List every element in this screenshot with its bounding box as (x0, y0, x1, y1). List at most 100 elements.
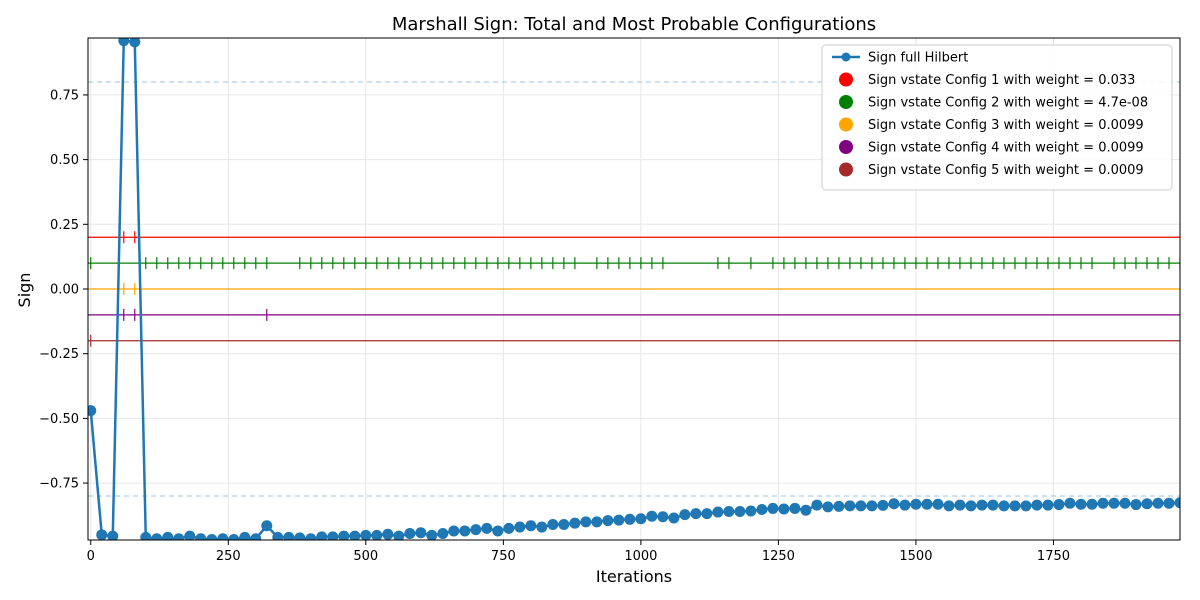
full-hilbert-point (778, 503, 790, 515)
full-hilbert-point (910, 498, 922, 510)
full-hilbert-point (250, 533, 262, 540)
y-tick-label: 0.75 (50, 88, 79, 103)
x-tick-label: 1500 (899, 549, 932, 564)
full-hilbert-point (888, 498, 900, 510)
full-hilbert-point (723, 506, 735, 518)
legend-label-full-hilbert: Sign full Hilbert (868, 51, 968, 66)
full-hilbert-point (800, 504, 812, 516)
plot-series-group (88, 38, 1180, 540)
full-hilbert-point (140, 531, 152, 540)
full-hilbert-point (437, 528, 449, 540)
full-hilbert-point (899, 499, 911, 511)
full-hilbert-point (580, 516, 592, 528)
full-hilbert-point (305, 533, 317, 540)
full-hilbert-point (88, 405, 97, 417)
full-hilbert-point (393, 530, 405, 540)
x-tick-label: 1250 (762, 549, 795, 564)
full-hilbert-point (371, 529, 383, 540)
full-hilbert-line (89, 39, 1180, 540)
full-hilbert-point (239, 531, 251, 540)
y-tick-label: −0.75 (39, 477, 79, 492)
full-hilbert-point (624, 513, 636, 525)
x-tick-label: 250 (216, 549, 241, 564)
full-hilbert-point (558, 518, 570, 530)
full-hilbert-point (877, 499, 889, 511)
full-hilbert-point (162, 531, 174, 540)
full-hilbert-point (492, 525, 504, 537)
full-hilbert-point (470, 524, 482, 536)
full-hilbert-point (690, 508, 702, 520)
chart-legend: Sign full Hilbert Sign vstate Config 1 wi… (821, 44, 1173, 191)
full-hilbert-point (184, 530, 196, 540)
x-tick-label: 1750 (1037, 549, 1070, 564)
full-hilbert-point (1174, 497, 1180, 509)
legend-marker-config-2 (839, 95, 853, 109)
full-hilbert-point (536, 521, 548, 533)
full-hilbert-point (712, 506, 724, 518)
full-hilbert-point (701, 508, 713, 520)
legend-marker-full-hilbert (841, 52, 851, 62)
full-hilbert-point (316, 531, 328, 540)
full-hilbert-point (327, 531, 339, 540)
x-tick-label: 750 (491, 549, 516, 564)
full-hilbert-point (679, 509, 691, 521)
chart-title: Marshall Sign: Total and Most Probable C… (392, 14, 876, 35)
full-hilbert-point (547, 518, 559, 530)
full-hilbert-point (668, 512, 680, 524)
legend-label-config-2: Sign vstate Config 2 with weight = 4.7e-… (868, 96, 1148, 111)
axis-ticks: 0 250 500 750 1000 1250 1500 1750 −0.75 −0.50 −0.2… (39, 88, 1070, 564)
legend-marker-config-3 (839, 117, 853, 132)
full-hilbert-point (1130, 499, 1142, 511)
full-hilbert-point (1097, 497, 1109, 509)
full-hilbert-point (734, 506, 746, 518)
legend-marker-config-5 (839, 162, 853, 177)
y-tick-label: 0.25 (50, 218, 79, 233)
plot-area (88, 38, 1180, 540)
legend-marker-config-4 (839, 140, 853, 154)
full-hilbert-point (173, 533, 185, 540)
full-hilbert-point (349, 530, 361, 540)
full-hilbert-point (206, 533, 218, 540)
full-hilbert-point (415, 527, 427, 539)
full-hilbert-point (1064, 497, 1076, 509)
full-hilbert-point (954, 499, 966, 511)
full-hilbert-point (965, 500, 977, 512)
full-hilbert-point (195, 533, 207, 540)
full-hilbert-point (1009, 500, 1021, 512)
full-hilbert-point (261, 520, 273, 532)
full-hilbert-point (1152, 497, 1164, 509)
full-hilbert-point (646, 510, 658, 522)
full-hilbert-point (338, 530, 350, 540)
full-hilbert-point (998, 500, 1010, 512)
full-hilbert-point (1119, 497, 1131, 509)
full-hilbert-point (1086, 498, 1098, 510)
full-hilbert-point (602, 515, 614, 527)
full-hilbert-point (635, 513, 647, 525)
full-hilbert-point (382, 528, 394, 540)
full-hilbert-point (228, 533, 240, 540)
full-hilbert-point (943, 500, 955, 512)
full-hilbert-point (811, 499, 823, 511)
y-tick-label: 0.00 (50, 283, 79, 298)
full-hilbert-point (525, 520, 537, 532)
full-hilbert-point (272, 531, 284, 540)
full-hilbert-point (514, 521, 526, 533)
full-hilbert-point (866, 500, 878, 512)
full-hilbert-point (745, 505, 757, 517)
full-hilbert-point (591, 516, 603, 528)
legend-label-config-5: Sign vstate Config 5 with weight = 0.000… (868, 163, 1144, 178)
full-hilbert-point (932, 498, 944, 510)
full-hilbert-point (789, 502, 801, 514)
full-hilbert-point (987, 499, 999, 511)
full-hilbert-point (151, 533, 163, 540)
full-hilbert-point (569, 517, 581, 529)
x-tick-label: 0 (87, 549, 95, 564)
full-hilbert-point (976, 499, 988, 511)
full-hilbert-point (217, 533, 229, 540)
full-hilbert-point (283, 531, 295, 540)
full-hilbert-point (613, 514, 625, 526)
full-hilbert-point (96, 529, 108, 540)
full-hilbert-point (767, 502, 779, 514)
x-tick-label: 1000 (624, 549, 657, 564)
full-hilbert-point (833, 500, 845, 512)
